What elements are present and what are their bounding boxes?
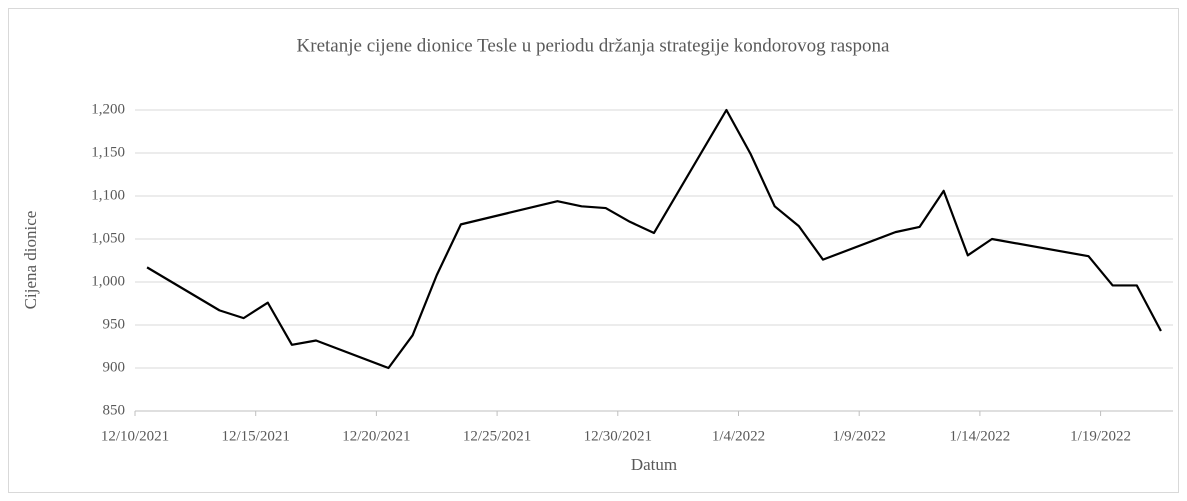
y-tick-label: 900 (103, 359, 126, 375)
x-tick-label: 12/10/2021 (101, 428, 169, 444)
y-axis-title: Cijena dionice (21, 211, 40, 310)
x-axis-title: Datum (631, 455, 677, 474)
y-tick-label: 1,200 (91, 101, 125, 117)
x-tick-label: 12/25/2021 (463, 428, 531, 444)
line (146, 108, 1162, 370)
y-tick-label: 1,100 (91, 187, 125, 203)
y-tick-label: 950 (103, 316, 126, 332)
x-tick-label: 1/14/2022 (949, 428, 1010, 444)
x-tick-label: 1/9/2022 (833, 428, 886, 444)
chart-title: Kretanje cijene dionice Tesle u periodu … (297, 35, 890, 56)
x-tick-label: 1/19/2022 (1070, 428, 1131, 444)
x-tick-label: 12/15/2021 (222, 428, 290, 444)
y-tick-label: 1,150 (91, 144, 125, 160)
x-tick-label: 12/30/2021 (584, 428, 652, 444)
y-tick-label: 850 (103, 402, 126, 418)
chart-border (8, 8, 1179, 493)
x-tick-label: 12/20/2021 (342, 428, 410, 444)
y-tick-label: 1,050 (91, 230, 125, 246)
y-tick-label: 1,000 (91, 273, 125, 289)
x-tick-label: 1/4/2022 (712, 428, 765, 444)
